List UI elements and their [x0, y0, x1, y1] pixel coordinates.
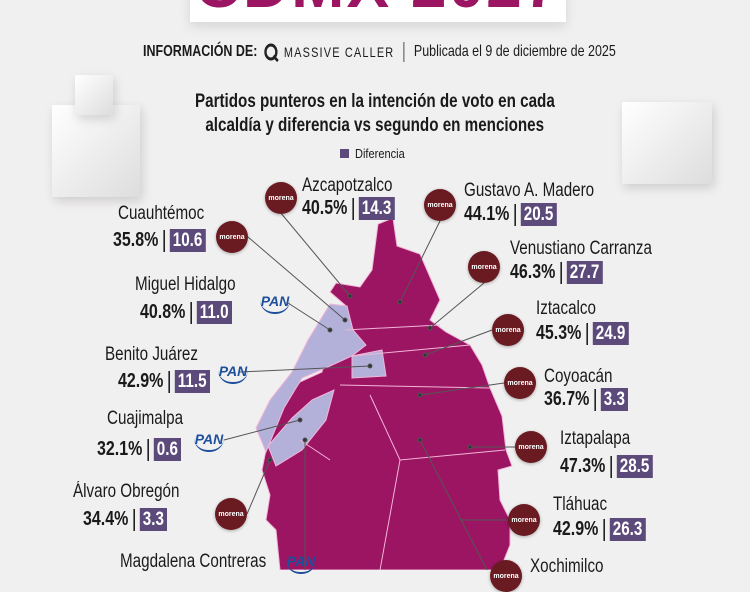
- alcaldia-stat: 40.8% 11.0: [140, 301, 232, 324]
- separator: [603, 518, 605, 541]
- vote-pct: 42.9%: [553, 518, 599, 540]
- separator: [168, 370, 170, 393]
- vote-pct: 44.1%: [464, 203, 510, 225]
- legend-label: Diferencia: [355, 146, 405, 161]
- morena-logo-icon: morena: [215, 498, 247, 530]
- diff-badge: 3.3: [600, 388, 629, 411]
- published-date: Publicada el 9 de diciembre de 2025: [413, 43, 616, 60]
- morena-logo-icon: morena: [492, 314, 524, 346]
- alcaldia-stat: 45.3% 24.9: [536, 322, 629, 345]
- vote-pct: 42.9%: [118, 370, 164, 392]
- alcaldia-stat: 42.9% 26.3: [553, 518, 646, 541]
- diff-badge: 20.5: [520, 203, 557, 226]
- alcaldia-name: Cuauhtémoc: [118, 203, 205, 224]
- separator: [133, 508, 135, 531]
- morena-logo-icon: morena: [468, 251, 500, 283]
- diff-badge: 27.7: [566, 261, 603, 284]
- page-title: CDMX 2027: [190, 0, 566, 22]
- alcaldia-name: Tláhuac: [553, 494, 608, 515]
- alcaldia-stat: 40.5% 14.3: [302, 197, 395, 220]
- subtitle-line-1: Partidos punteros en la intención de vot…: [195, 91, 555, 112]
- source-line: INFORMACIÓN DE: MASSIVE CALLER Publicada…: [143, 42, 616, 62]
- pan-logo-icon: PAN: [218, 360, 248, 384]
- separator: [147, 438, 149, 461]
- map-miguel-hidalgo: [255, 303, 367, 454]
- legend: Diferencia: [340, 146, 414, 161]
- alcaldia-stat: 35.8% 10.6: [113, 229, 206, 252]
- ballot-box-decoration-right: [622, 102, 712, 184]
- ballot-box-decoration-left: [52, 105, 140, 197]
- cdmx-map: [223, 211, 515, 570]
- alcaldia-name: Venustiano Carranza: [510, 238, 652, 259]
- vote-pct: 46.3%: [510, 261, 556, 283]
- alcaldia-name: Iztapalapa: [560, 428, 631, 449]
- diff-badge: 24.9: [592, 322, 629, 345]
- alcaldia-name: Álvaro Obregón: [73, 481, 180, 502]
- vote-pct: 40.5%: [302, 197, 348, 219]
- separator: [514, 203, 516, 226]
- morena-logo-icon: morena: [490, 560, 522, 592]
- separator: [190, 301, 192, 324]
- vote-pct: 35.8%: [113, 229, 159, 251]
- source-name: MASSIVE CALLER: [283, 44, 395, 60]
- vote-pct: 47.3%: [560, 455, 606, 477]
- info-label: INFORMACIÓN DE:: [143, 43, 258, 60]
- pan-logo-icon: PAN: [194, 428, 224, 452]
- divider: [403, 42, 405, 62]
- alcaldia-stat: 36.7% 3.3: [544, 388, 629, 411]
- diff-badge: 14.3: [358, 197, 395, 220]
- pan-logo-icon: PAN: [260, 290, 290, 314]
- alcaldia-name: Benito Juárez: [105, 344, 198, 365]
- vote-pct: 45.3%: [536, 322, 582, 344]
- alcaldia-name: Xochimilco: [530, 556, 604, 577]
- alcaldia-stat: 47.3% 28.5: [560, 455, 653, 478]
- diff-badge: 11.0: [196, 301, 232, 324]
- alcaldia-stat: 46.3% 27.7: [510, 261, 603, 284]
- separator: [560, 261, 562, 284]
- alcaldia-name: Cuajimalpa: [107, 408, 184, 429]
- alcaldia-name: Coyoacán: [544, 366, 613, 387]
- vote-pct: 34.4%: [83, 508, 129, 530]
- alcaldia-stat: 42.9% 11.5: [118, 370, 210, 393]
- morena-logo-icon: morena: [265, 182, 297, 214]
- morena-logo-icon: morena: [424, 189, 456, 221]
- leader-lines: [223, 211, 515, 570]
- diff-badge: 28.5: [616, 455, 653, 478]
- alcaldia-stat: 44.1% 20.5: [464, 203, 557, 226]
- morena-logo-icon: morena: [216, 221, 248, 253]
- morena-logo-icon: morena: [515, 431, 547, 463]
- vote-pct: 36.7%: [544, 388, 590, 410]
- vote-pct: 32.1%: [97, 438, 143, 460]
- separator: [586, 322, 588, 345]
- alcaldia-name: Miguel Hidalgo: [135, 274, 236, 295]
- diff-badge: 3.3: [139, 508, 168, 531]
- alcaldia-name: Gustavo A. Madero: [464, 180, 595, 201]
- alcaldia-name: Azcapotzalco: [302, 175, 393, 196]
- separator: [610, 455, 612, 478]
- diff-badge: 11.5: [174, 370, 210, 393]
- alcaldia-stat: 32.1% 0.6: [97, 438, 182, 461]
- legend-swatch: [340, 149, 349, 158]
- map-borders: [299, 324, 506, 570]
- title-banner: CDMX 2027: [190, 0, 566, 22]
- pan-logo-icon: PAN: [286, 550, 316, 574]
- separator: [352, 197, 354, 220]
- separator: [594, 388, 596, 411]
- morena-logo-icon: morena: [504, 367, 536, 399]
- separator: [163, 229, 165, 252]
- morena-logo-icon: morena: [508, 504, 540, 536]
- alcaldia-stat: 34.4% 3.3: [83, 508, 168, 531]
- diff-badge: 26.3: [609, 518, 646, 541]
- ballot-box-decoration-lid-left: [75, 75, 113, 115]
- subtitle: Partidos punteros en la intención de vot…: [0, 90, 750, 138]
- diff-badge: 0.6: [153, 438, 182, 461]
- diff-badge: 10.6: [169, 229, 206, 252]
- alcaldia-name: Iztacalco: [536, 298, 596, 319]
- vote-pct: 40.8%: [140, 301, 186, 323]
- subtitle-line-2: alcaldía y diferencia vs segundo en menc…: [205, 115, 545, 136]
- massive-caller-logo-icon: [264, 43, 279, 62]
- alcaldia-name: Magdalena Contreras: [120, 551, 267, 572]
